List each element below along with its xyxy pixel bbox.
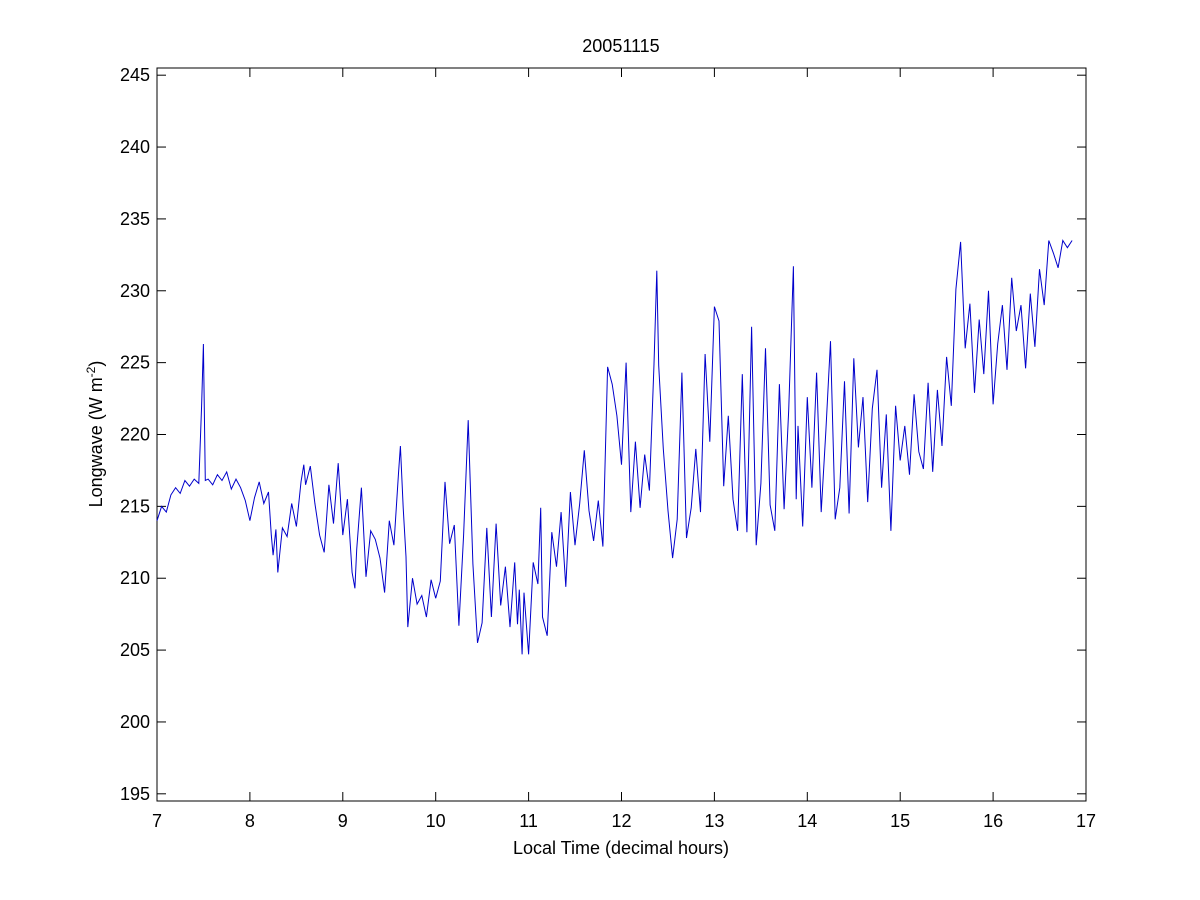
y-tick-label: 235 [120, 209, 150, 229]
y-tick-label: 210 [120, 568, 150, 588]
longwave-series-line [156, 239, 1073, 655]
x-tick-label: 15 [890, 811, 910, 831]
y-tick-label: 215 [120, 496, 150, 516]
y-tick-label: 230 [120, 281, 150, 301]
y-tick-label: 240 [120, 137, 150, 157]
x-tick-label: 13 [704, 811, 724, 831]
y-axis-label-tail: ) [86, 361, 106, 367]
y-tick-label: 205 [120, 640, 150, 660]
x-axis-label: Local Time (decimal hours) [513, 838, 729, 858]
y-tick-label: 195 [120, 784, 150, 804]
y-tick-label: 220 [120, 425, 150, 445]
y-axis-label: Longwave (W m-2) [84, 361, 106, 508]
y-tick-label: 225 [120, 353, 150, 373]
x-tick-label: 11 [519, 811, 538, 831]
y-axis: 195 200 205 210 215 220 225 230 235 240 245 [120, 65, 1086, 804]
x-tick-label: 16 [983, 811, 1003, 831]
x-tick-label: 10 [426, 811, 446, 831]
y-tick-label: 200 [120, 712, 150, 732]
x-tick-label: 7 [152, 811, 162, 831]
x-tick-label: 9 [338, 811, 348, 831]
x-tick-label: 17 [1076, 811, 1096, 831]
x-tick-label: 12 [611, 811, 631, 831]
x-tick-label: 14 [797, 811, 817, 831]
x-axis: 7 8 9 10 11 12 13 14 15 16 17 [152, 68, 1096, 831]
y-tick-label: 245 [120, 65, 150, 85]
y-axis-label-main: Longwave (W m [86, 377, 106, 507]
y-axis-label-superscript: -2 [84, 366, 98, 377]
chart-title: 20051115 [582, 36, 659, 56]
x-tick-label: 8 [245, 811, 255, 831]
